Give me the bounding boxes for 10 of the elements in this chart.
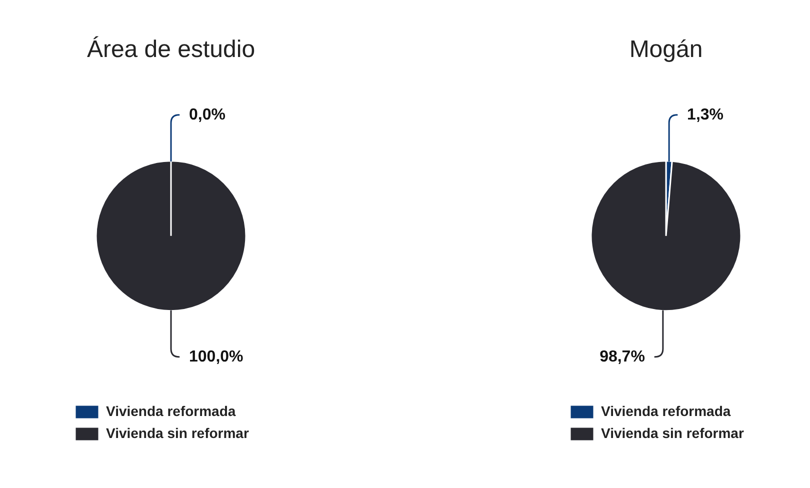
data-label: 1,3% [687, 106, 724, 124]
text: 0,0% [189, 106, 226, 124]
data-label: 98,7% [600, 348, 645, 366]
chart-title: Mogán [629, 36, 703, 64]
legend-label: Vivienda reformada [106, 402, 236, 419]
legend-label: Vivienda sin reformar [106, 424, 250, 441]
legend-label: Vivienda sin reformar [601, 424, 744, 441]
chart-title: Área de estudio [86, 36, 256, 64]
data-label: 100,0% [189, 348, 244, 366]
legend-label: Vivienda reformada [601, 402, 731, 419]
